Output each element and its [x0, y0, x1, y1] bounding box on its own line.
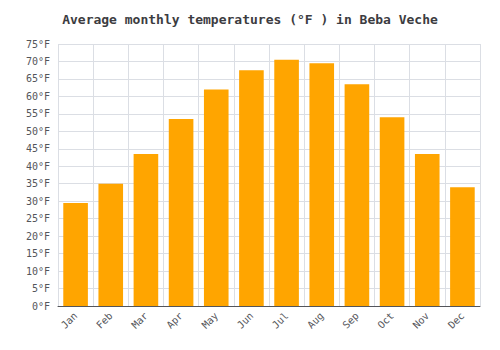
svg-text:Apr: Apr	[164, 310, 185, 331]
svg-text:Oct: Oct	[375, 310, 396, 331]
svg-text:Sep: Sep	[340, 310, 361, 331]
svg-text:5°F: 5°F	[32, 283, 50, 294]
svg-text:50°F: 50°F	[26, 126, 50, 137]
svg-text:Jan: Jan	[59, 310, 80, 331]
svg-text:20°F: 20°F	[26, 231, 50, 242]
svg-text:55°F: 55°F	[26, 108, 50, 119]
svg-text:0°F: 0°F	[32, 301, 50, 312]
svg-text:Jun: Jun	[235, 310, 256, 331]
svg-text:10°F: 10°F	[26, 266, 50, 277]
svg-text:45°F: 45°F	[26, 143, 50, 154]
svg-text:40°F: 40°F	[26, 161, 50, 172]
svg-text:Average monthly temperatures (: Average monthly temperatures (°F ) in Be…	[62, 12, 438, 27]
svg-text:65°F: 65°F	[26, 73, 50, 84]
svg-text:Mar: Mar	[129, 310, 150, 331]
svg-text:Dec: Dec	[446, 310, 467, 331]
svg-text:60°F: 60°F	[26, 91, 50, 102]
svg-text:Jul: Jul	[270, 310, 291, 331]
svg-text:May: May	[200, 310, 221, 331]
svg-text:15°F: 15°F	[26, 248, 50, 259]
svg-text:Nov: Nov	[411, 310, 432, 331]
svg-text:Aug: Aug	[305, 310, 326, 331]
svg-text:70°F: 70°F	[26, 56, 50, 67]
svg-text:75°F: 75°F	[26, 39, 50, 50]
svg-text:Feb: Feb	[94, 310, 115, 331]
svg-text:25°F: 25°F	[26, 213, 50, 224]
svg-text:30°F: 30°F	[26, 196, 50, 207]
svg-text:35°F: 35°F	[26, 178, 50, 189]
